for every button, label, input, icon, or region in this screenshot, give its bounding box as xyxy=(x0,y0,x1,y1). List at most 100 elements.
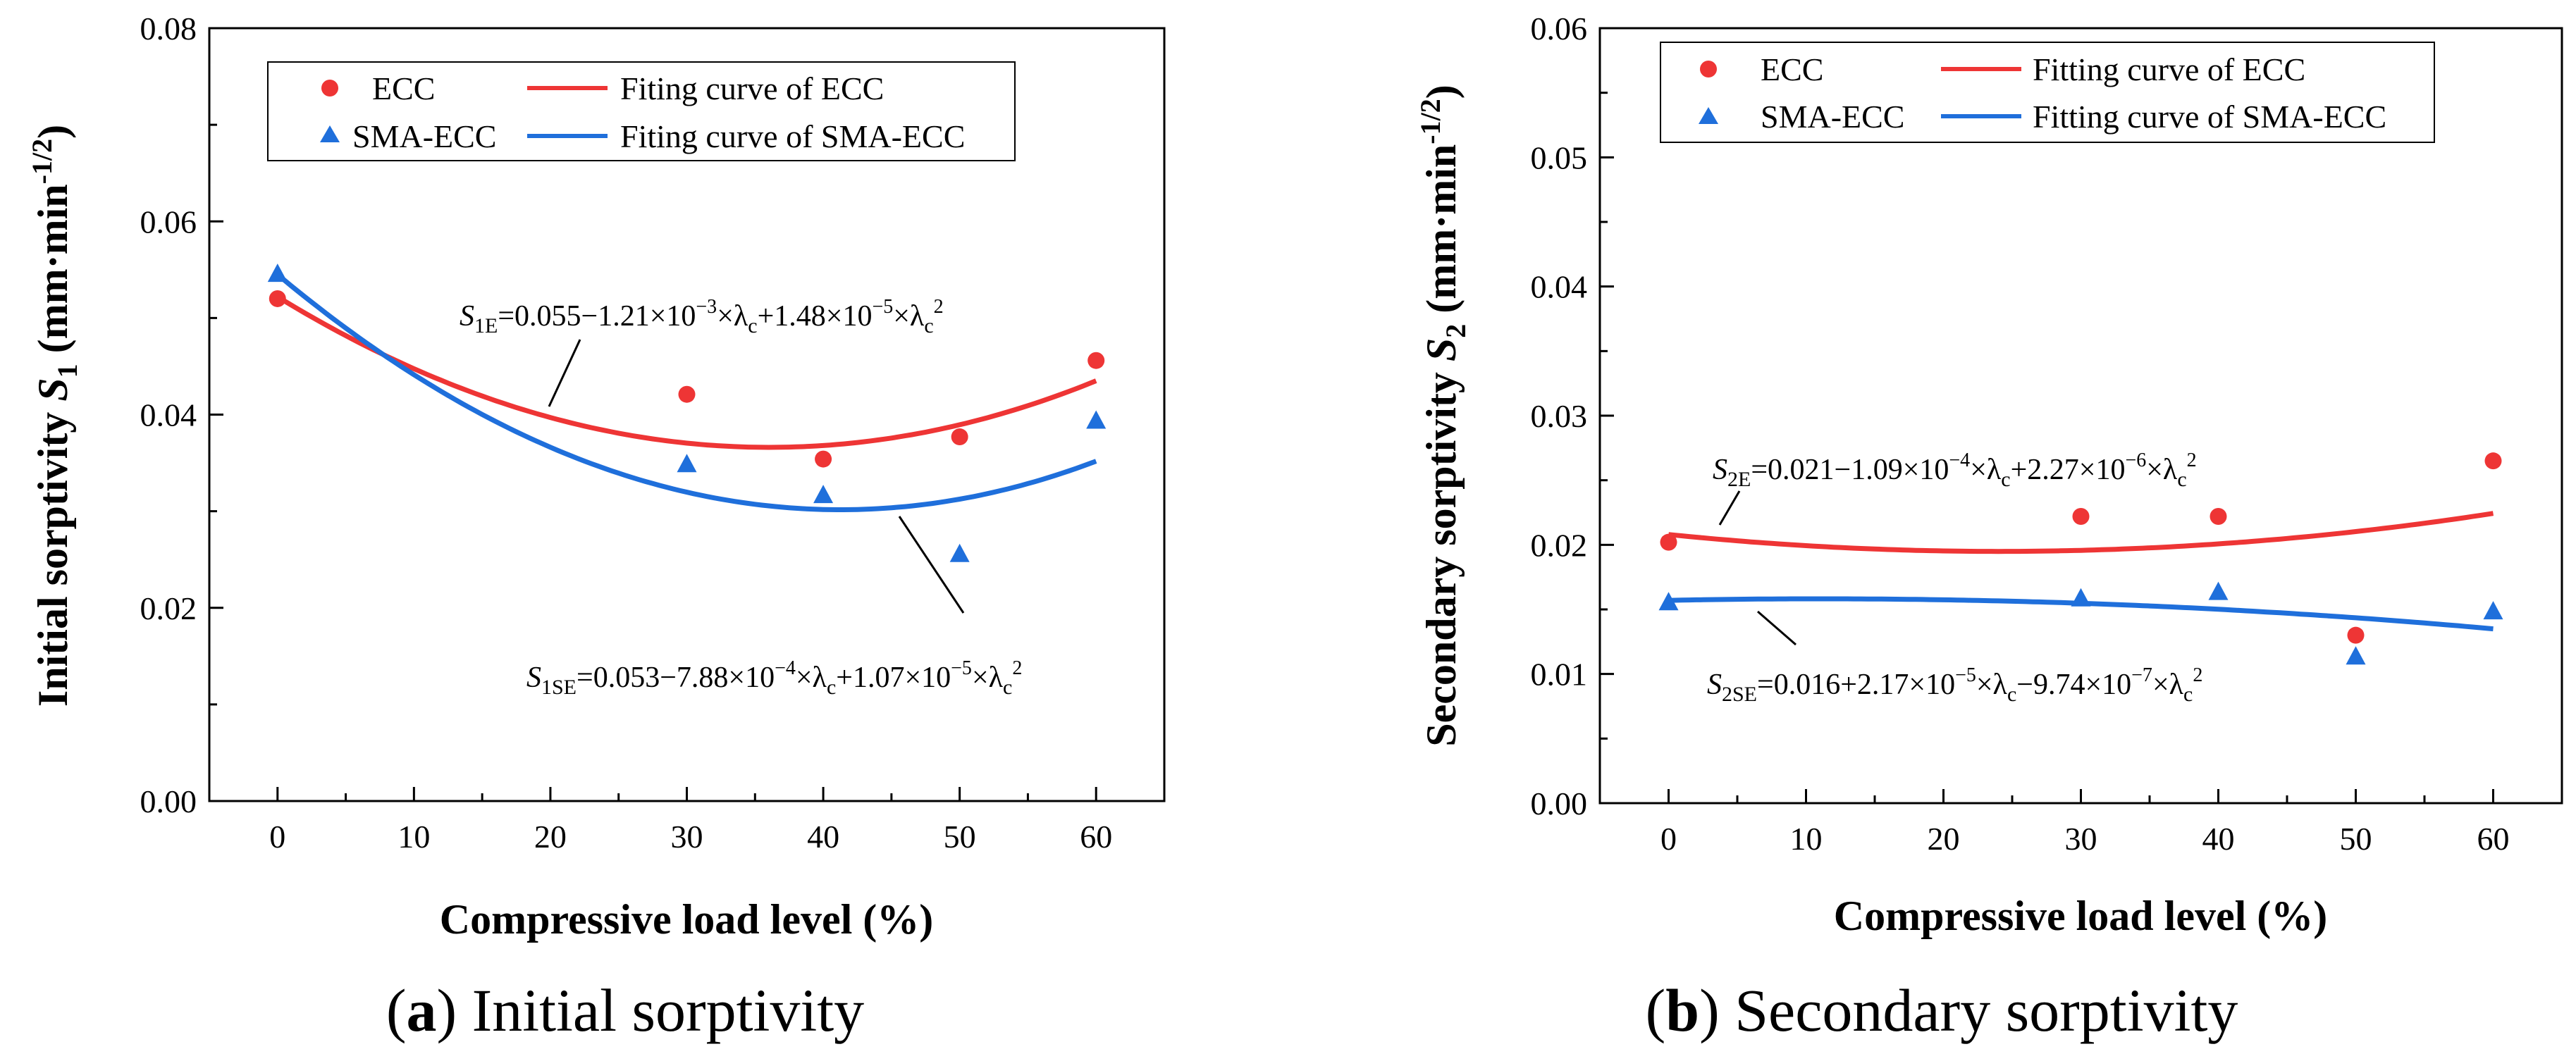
fit-curves xyxy=(276,272,1097,512)
y-axis-label: Secondary sorptivity S2 (mm·min-1/2) xyxy=(1415,85,1472,746)
eq-exp1: −5 xyxy=(1955,664,1976,686)
legend-ecc-label: ECC xyxy=(1761,51,1823,87)
data-point-sma-ecc xyxy=(2071,588,2091,607)
chart-initial-sorptivity: 0.00 0.02 0.04 0.06 0.08 0 10 20 30 40 50 60 ECC S… xyxy=(26,11,1166,1044)
x-tick-label: 30 xyxy=(671,819,703,855)
y-tick-label: 0.01 xyxy=(1531,657,1588,693)
data-point-ecc xyxy=(1660,533,1677,551)
eq-exp2: −7 xyxy=(2131,664,2152,686)
legend-box xyxy=(267,61,1016,161)
data-point-sma-ecc xyxy=(2346,646,2366,665)
y-ticks: 0.00 0.02 0.04 0.06 0.08 xyxy=(140,11,223,819)
x-tick-label: 40 xyxy=(2202,821,2235,857)
eq-exp1: −4 xyxy=(775,657,796,679)
data-point-sma-ecc xyxy=(677,454,697,473)
equation-ecc: S1E=0.055−1.21×10−3×λc+1.48×10−5×λc2 xyxy=(460,296,944,337)
data-point-sma-ecc xyxy=(813,485,834,504)
eq-body1: =0.016+2.17×10 xyxy=(1757,669,1955,701)
y-tick-label: 0.00 xyxy=(1531,786,1588,821)
eq-body4: ×λ xyxy=(893,300,925,333)
eq-body4: ×λ xyxy=(972,662,1004,694)
fit-curve xyxy=(276,294,1097,450)
x-tick-label: 20 xyxy=(1928,821,1960,857)
y-tick-label: 0.06 xyxy=(1531,11,1588,46)
legend-ecc-marker xyxy=(1700,61,1717,77)
x-tick-label: 50 xyxy=(2340,821,2372,857)
y-tick-label: 0.04 xyxy=(1531,269,1588,305)
fit-curves xyxy=(1668,511,2494,632)
eq-sub3: c xyxy=(1003,676,1012,699)
data-point-ecc xyxy=(2072,508,2090,525)
eq-body3: +1.07×10 xyxy=(836,662,951,694)
legend-ecc-label: ECC xyxy=(372,70,435,106)
y-tick-label: 0.00 xyxy=(140,783,197,819)
x-tick-label: 20 xyxy=(534,819,567,855)
data-point-sma-ecc xyxy=(2483,601,2503,620)
x-axis-label: Compressive load level (%) xyxy=(1834,893,2327,939)
x-tick-label: 60 xyxy=(2477,821,2510,857)
equation-ecc-leader xyxy=(1718,490,1741,526)
eq-sub2: c xyxy=(827,676,836,699)
x-tick-label: 50 xyxy=(944,819,976,855)
eq-sub2: c xyxy=(2001,468,2010,491)
fit-curve xyxy=(276,272,1097,512)
x-tick-label: 30 xyxy=(2065,821,2097,857)
data-point-sma-ecc xyxy=(1658,592,1679,611)
x-tick-label: 60 xyxy=(1080,819,1112,855)
eq-sub3: c xyxy=(2177,468,2186,491)
eq-body3: +1.48×10 xyxy=(758,300,873,333)
x-ticks: 0 10 20 30 40 50 60 xyxy=(269,787,1112,855)
data-point-ecc xyxy=(1087,352,1105,369)
eq-sub2: c xyxy=(748,314,757,337)
data-points xyxy=(1658,452,2503,665)
x-tick-label: 40 xyxy=(807,819,839,855)
equation-ecc-leader xyxy=(548,339,581,407)
data-point-sma-ecc xyxy=(1086,410,1107,429)
legend-sma-fit-label: Fitting curve of SMA-ECC xyxy=(2033,99,2386,135)
legend-ecc-marker xyxy=(321,80,338,97)
legend-sma-label: SMA-ECC xyxy=(1761,99,1904,135)
eq-sub3: c xyxy=(924,314,933,337)
legend-box xyxy=(1660,42,2435,143)
eq-sub: 1E xyxy=(474,314,498,337)
data-point-sma-ecc xyxy=(267,263,288,283)
eq-var: S xyxy=(526,662,541,694)
y-ticks: 0.00 0.01 0.02 0.03 0.04 0.05 0.06 xyxy=(1531,11,1614,821)
y-tick-label: 0.03 xyxy=(1531,398,1588,434)
eq-exp1: −3 xyxy=(696,296,717,318)
data-point-sma-ecc xyxy=(2208,581,2229,600)
equation-sma-leader xyxy=(898,516,965,614)
x-ticks: 0 10 20 30 40 50 60 xyxy=(1660,789,2510,857)
x-axis-label: Compressive load level (%) xyxy=(440,896,933,943)
eq-exp2: −5 xyxy=(872,296,893,318)
legend-sma-marker xyxy=(320,125,340,142)
caption-b: (b) Secondary sorptivity xyxy=(1646,976,2238,1044)
y-tick-label: 0.08 xyxy=(140,11,197,46)
eq-var: S xyxy=(1707,669,1722,701)
y-tick-label: 0.06 xyxy=(140,204,197,240)
data-point-sma-ecc xyxy=(949,543,970,562)
eq-body3: −9.74×10 xyxy=(2016,669,2131,701)
eq-exp3: 2 xyxy=(2193,664,2202,686)
y-tick-label: 0.02 xyxy=(140,590,197,626)
legend-sma-label: SMA-ECC xyxy=(352,118,496,154)
eq-body2: ×λ xyxy=(1976,669,2008,701)
data-point-ecc xyxy=(951,428,968,446)
eq-var: S xyxy=(460,300,474,333)
eq-exp3: 2 xyxy=(934,296,944,318)
data-point-ecc xyxy=(2210,508,2227,525)
eq-body2: ×λ xyxy=(1970,454,2002,486)
data-points xyxy=(267,263,1107,562)
y-axis-label: Initial sorptivity S1 (mm·min-1/2) xyxy=(26,125,83,707)
fit-curve xyxy=(1668,511,2494,554)
data-point-ecc xyxy=(269,290,286,307)
eq-var: S xyxy=(1713,454,1727,486)
eq-sub2: c xyxy=(2007,683,2016,706)
eq-exp3: 2 xyxy=(1012,657,1022,679)
eq-body4: ×λ xyxy=(2152,669,2184,701)
legend: ECC SMA-ECC Fiting curve of ECC Fiting c… xyxy=(267,61,1016,161)
eq-exp3: 2 xyxy=(2187,449,2197,471)
data-point-ecc xyxy=(2484,452,2502,470)
equation-sma: S1SE=0.053−7.88×10−4×λc+1.07×10−5×λc2 xyxy=(526,657,1022,699)
